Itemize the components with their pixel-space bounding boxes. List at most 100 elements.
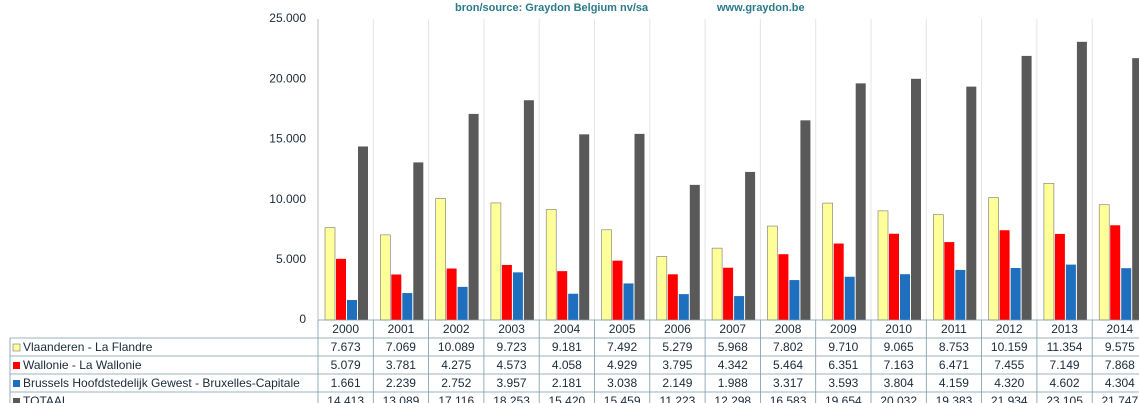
bar	[512, 272, 523, 320]
bar	[501, 264, 512, 320]
bar	[1132, 58, 1139, 321]
bar	[413, 162, 424, 320]
table-value: 6.351	[828, 358, 858, 372]
table-value: 19.383	[936, 394, 973, 403]
table-value: 7.455	[994, 358, 1024, 372]
x-tick-label: 2008	[775, 322, 802, 336]
bar	[1121, 268, 1132, 320]
legend-label: TOTAAL	[23, 394, 69, 403]
bar	[789, 280, 800, 320]
bar	[932, 214, 944, 321]
bar	[656, 256, 668, 321]
x-tick-label: 2005	[609, 322, 636, 336]
bar	[1065, 264, 1076, 320]
bar	[911, 78, 921, 320]
table-value: 11.354	[1047, 340, 1083, 354]
table-value: 5.968	[718, 340, 748, 354]
table-value: 15.459	[604, 394, 641, 403]
bar	[523, 100, 534, 320]
table-value: 3.038	[607, 376, 637, 390]
bar	[711, 247, 723, 321]
table-value: 10.089	[438, 340, 475, 354]
source: bron/source: Graydon Belgium nv/sa	[455, 2, 649, 14]
bar	[734, 296, 745, 320]
table-value: 7.673	[331, 340, 361, 354]
table-value: 9.710	[828, 340, 858, 354]
table-value: 11.223	[660, 394, 696, 403]
table-value: 3.781	[386, 358, 416, 372]
bar	[667, 274, 678, 320]
x-tick-label: 2011	[941, 322, 967, 336]
y-tick-label: 25.000	[269, 11, 306, 25]
legend-swatch	[13, 380, 20, 387]
x-tick-label: 2002	[443, 322, 470, 336]
table-value: 15.420	[548, 394, 585, 403]
bar	[877, 210, 889, 321]
table-value: 7.802	[773, 340, 803, 354]
bar	[999, 230, 1010, 320]
y-tick-label: 15.000	[269, 132, 306, 146]
bar	[1010, 267, 1021, 320]
table-value: 21.747	[1101, 394, 1138, 403]
y-tick-label: 5.000	[276, 252, 306, 266]
legend-swatch	[12, 343, 21, 352]
table-value: 9.065	[884, 340, 914, 354]
x-tick-label: 2014	[1106, 322, 1133, 336]
table-value: 5.464	[773, 358, 803, 372]
bar	[557, 271, 568, 320]
bar	[944, 242, 955, 320]
bar	[723, 267, 734, 320]
bar	[468, 113, 479, 320]
bar	[457, 286, 468, 320]
x-tick-label: 2001	[388, 322, 415, 336]
x-tick-label: 2010	[885, 322, 912, 336]
x-tick-label: 2000	[332, 322, 359, 336]
table-value: 14.413	[327, 394, 364, 403]
table-value: 3.795	[662, 358, 692, 372]
x-tick-label: 2006	[664, 322, 691, 336]
y-tick-label: 0	[299, 312, 306, 326]
y-tick-label: 20.000	[269, 71, 306, 85]
bar	[900, 274, 910, 320]
table-value: 10.159	[991, 340, 1028, 354]
bar	[1110, 225, 1121, 320]
bar	[988, 197, 999, 321]
bar	[379, 234, 391, 321]
bar	[490, 202, 502, 321]
bar	[678, 294, 689, 320]
table-value: 7.868	[1105, 358, 1135, 372]
y-tick-label: 10.000	[269, 192, 306, 206]
table-value: 3.593	[828, 376, 858, 390]
table-value: 2.752	[441, 376, 471, 390]
table-value: 4.602	[1050, 376, 1080, 390]
table-value: 4.573	[497, 358, 527, 372]
bar	[745, 171, 756, 320]
table-value: 5.279	[662, 340, 692, 354]
legend-swatch	[13, 398, 20, 403]
bar	[833, 243, 844, 320]
table-value: 4.058	[552, 358, 582, 372]
bar	[800, 120, 811, 320]
legend-label: Wallonie - La Wallonie	[23, 358, 142, 372]
table-value: 16.583	[770, 394, 807, 403]
x-tick-label: 2004	[553, 322, 580, 336]
bar	[391, 274, 402, 320]
bar	[844, 276, 855, 320]
x-tick-label: 2003	[498, 322, 525, 336]
table-value: 2.149	[662, 376, 692, 390]
table-value: 5.079	[331, 358, 361, 372]
x-tick-label: 2009	[830, 322, 857, 336]
table-value: 7.069	[386, 340, 416, 354]
bar	[446, 268, 457, 320]
table-value: 4.342	[718, 358, 748, 372]
bar	[1098, 204, 1110, 321]
table-value: 9.181	[552, 340, 582, 354]
bar	[1054, 233, 1065, 320]
table-value: 4.304	[1105, 376, 1135, 390]
table-value: 9.575	[1105, 340, 1135, 354]
x-tick-label: 2013	[1051, 322, 1078, 336]
bar	[545, 209, 557, 321]
x-tick-label: 2007	[719, 322, 746, 336]
table-value: 9.723	[497, 340, 527, 354]
